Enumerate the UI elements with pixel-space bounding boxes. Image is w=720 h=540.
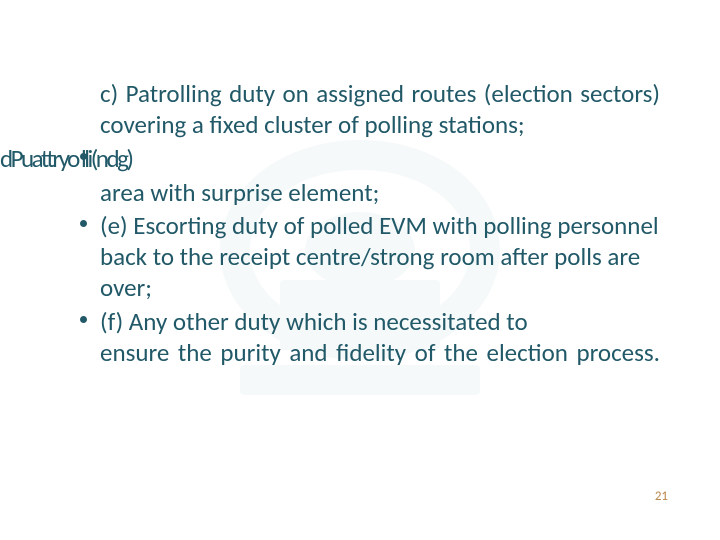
bullet-icon [80, 220, 87, 227]
slide-body: c) Patrolling duty on assigned routes (e… [0, 78, 720, 370]
list-item-d-overlapped: dPuattryo lli(ndg) [60, 143, 660, 175]
list-item-d-continuation: area with surprise element; [100, 177, 660, 208]
list-item-text: (f) Any other duty which is necessitated… [100, 306, 660, 369]
overlapped-text: dPuattryo lli(ndg) [0, 143, 131, 174]
page-number: 21 [655, 489, 668, 504]
list-item-c: c) Patrolling duty on assigned routes (e… [100, 78, 660, 141]
list-item-text: (e) Escorting duty of polled EVM with po… [100, 210, 660, 304]
bullet-icon [80, 316, 87, 323]
list-item-f: (f) Any other duty which is necessitated… [100, 306, 660, 369]
bullet-icon [80, 153, 87, 160]
list-item-e: (e) Escorting duty of polled EVM with po… [100, 210, 660, 304]
